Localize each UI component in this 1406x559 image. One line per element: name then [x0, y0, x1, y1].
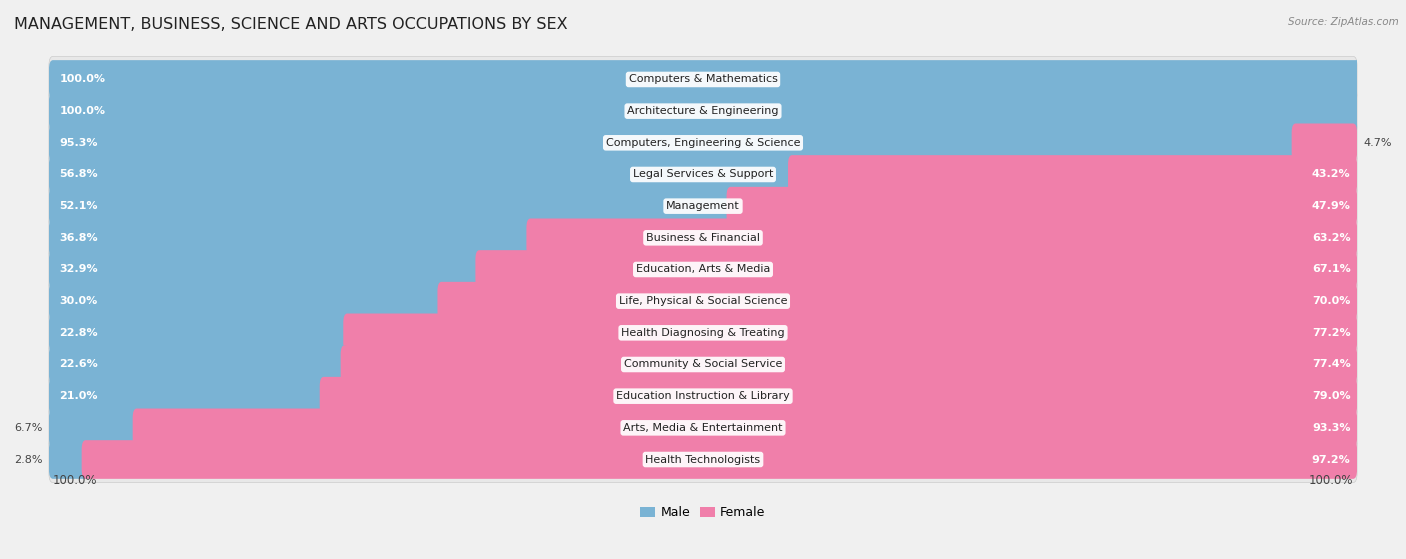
Text: Health Diagnosing & Treating: Health Diagnosing & Treating: [621, 328, 785, 338]
FancyBboxPatch shape: [49, 88, 1357, 134]
Text: 43.2%: 43.2%: [1312, 169, 1351, 179]
FancyBboxPatch shape: [49, 187, 734, 225]
FancyBboxPatch shape: [727, 187, 1357, 225]
Text: 95.3%: 95.3%: [59, 138, 98, 148]
Text: 79.0%: 79.0%: [1312, 391, 1351, 401]
FancyBboxPatch shape: [49, 215, 1357, 261]
FancyBboxPatch shape: [49, 183, 1357, 229]
Text: 93.3%: 93.3%: [1312, 423, 1351, 433]
Text: 67.1%: 67.1%: [1312, 264, 1351, 274]
Text: Education, Arts & Media: Education, Arts & Media: [636, 264, 770, 274]
FancyBboxPatch shape: [49, 409, 141, 447]
Text: Community & Social Service: Community & Social Service: [624, 359, 782, 369]
Text: 97.2%: 97.2%: [1312, 454, 1351, 465]
Text: 100.0%: 100.0%: [53, 473, 97, 486]
Text: Life, Physical & Social Science: Life, Physical & Social Science: [619, 296, 787, 306]
FancyBboxPatch shape: [319, 377, 1357, 415]
FancyBboxPatch shape: [49, 373, 1357, 419]
Text: 36.8%: 36.8%: [59, 233, 98, 243]
FancyBboxPatch shape: [49, 56, 1357, 103]
FancyBboxPatch shape: [49, 92, 1361, 130]
Text: Business & Financial: Business & Financial: [645, 233, 761, 243]
FancyBboxPatch shape: [49, 437, 1357, 482]
Text: 56.8%: 56.8%: [59, 169, 98, 179]
FancyBboxPatch shape: [49, 247, 1357, 292]
FancyBboxPatch shape: [49, 314, 352, 352]
Legend: Male, Female: Male, Female: [638, 504, 768, 522]
Text: Computers, Engineering & Science: Computers, Engineering & Science: [606, 138, 800, 148]
FancyBboxPatch shape: [475, 250, 1357, 289]
FancyBboxPatch shape: [49, 282, 446, 320]
FancyBboxPatch shape: [49, 342, 1357, 387]
Text: 100.0%: 100.0%: [59, 106, 105, 116]
Text: 100.0%: 100.0%: [59, 74, 105, 84]
FancyBboxPatch shape: [49, 310, 1357, 356]
FancyBboxPatch shape: [49, 345, 349, 384]
FancyBboxPatch shape: [49, 124, 1299, 162]
Text: 30.0%: 30.0%: [59, 296, 97, 306]
FancyBboxPatch shape: [526, 219, 1357, 257]
Text: Management: Management: [666, 201, 740, 211]
Text: 32.9%: 32.9%: [59, 264, 98, 274]
Text: 4.7%: 4.7%: [1364, 138, 1392, 148]
FancyBboxPatch shape: [787, 155, 1357, 194]
FancyBboxPatch shape: [49, 60, 1361, 99]
Text: 22.8%: 22.8%: [59, 328, 98, 338]
Text: 100.0%: 100.0%: [1309, 473, 1353, 486]
Text: Architecture & Engineering: Architecture & Engineering: [627, 106, 779, 116]
FancyBboxPatch shape: [1292, 124, 1357, 162]
FancyBboxPatch shape: [340, 345, 1357, 384]
FancyBboxPatch shape: [437, 282, 1357, 320]
Text: Education Instruction & Library: Education Instruction & Library: [616, 391, 790, 401]
FancyBboxPatch shape: [49, 151, 1357, 197]
FancyBboxPatch shape: [82, 440, 1357, 479]
FancyBboxPatch shape: [49, 278, 1357, 324]
Text: Source: ZipAtlas.com: Source: ZipAtlas.com: [1288, 17, 1399, 27]
Text: 52.1%: 52.1%: [59, 201, 98, 211]
Text: Arts, Media & Entertainment: Arts, Media & Entertainment: [623, 423, 783, 433]
Text: 77.2%: 77.2%: [1312, 328, 1351, 338]
FancyBboxPatch shape: [49, 405, 1357, 451]
FancyBboxPatch shape: [132, 409, 1357, 447]
Text: 47.9%: 47.9%: [1312, 201, 1351, 211]
Text: 6.7%: 6.7%: [14, 423, 42, 433]
FancyBboxPatch shape: [49, 440, 90, 479]
FancyBboxPatch shape: [49, 155, 796, 194]
FancyBboxPatch shape: [343, 314, 1357, 352]
Text: 77.4%: 77.4%: [1312, 359, 1351, 369]
FancyBboxPatch shape: [49, 219, 534, 257]
Text: MANAGEMENT, BUSINESS, SCIENCE AND ARTS OCCUPATIONS BY SEX: MANAGEMENT, BUSINESS, SCIENCE AND ARTS O…: [14, 17, 568, 32]
Text: 63.2%: 63.2%: [1312, 233, 1351, 243]
Text: Computers & Mathematics: Computers & Mathematics: [628, 74, 778, 84]
Text: Health Technologists: Health Technologists: [645, 454, 761, 465]
Text: Legal Services & Support: Legal Services & Support: [633, 169, 773, 179]
Text: 2.8%: 2.8%: [14, 454, 42, 465]
Text: 21.0%: 21.0%: [59, 391, 98, 401]
FancyBboxPatch shape: [49, 250, 484, 289]
FancyBboxPatch shape: [49, 377, 328, 415]
Text: 70.0%: 70.0%: [1312, 296, 1351, 306]
FancyBboxPatch shape: [49, 120, 1357, 166]
Text: 22.6%: 22.6%: [59, 359, 98, 369]
